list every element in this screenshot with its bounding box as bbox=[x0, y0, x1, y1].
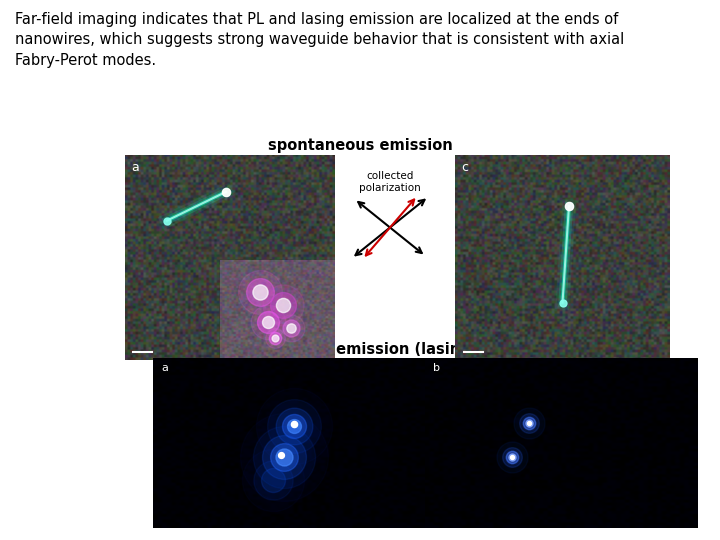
Point bbox=[563, 202, 575, 211]
Point bbox=[289, 422, 300, 430]
Text: stimulated emission (lasing): stimulated emission (lasing) bbox=[243, 342, 477, 357]
Point bbox=[267, 476, 279, 485]
Point bbox=[277, 301, 289, 309]
Point bbox=[269, 334, 281, 342]
Point bbox=[278, 453, 289, 461]
Point bbox=[289, 422, 300, 430]
Point bbox=[507, 453, 518, 461]
Point bbox=[286, 323, 297, 332]
Point bbox=[523, 418, 534, 427]
Point bbox=[507, 453, 518, 461]
Point bbox=[269, 334, 281, 342]
Point bbox=[523, 418, 534, 427]
Text: c: c bbox=[462, 161, 469, 174]
Point bbox=[267, 476, 279, 485]
Point bbox=[278, 453, 289, 461]
Point bbox=[507, 453, 518, 461]
Point bbox=[161, 217, 173, 225]
Point bbox=[507, 453, 518, 461]
Point bbox=[278, 453, 289, 461]
Text: a: a bbox=[161, 363, 168, 373]
Point bbox=[286, 323, 297, 332]
Point bbox=[277, 301, 289, 309]
Point bbox=[275, 450, 287, 459]
Point bbox=[523, 418, 534, 427]
Point bbox=[523, 418, 534, 427]
Point bbox=[267, 476, 279, 485]
Point bbox=[289, 422, 300, 430]
Point bbox=[263, 318, 274, 326]
Text: a: a bbox=[131, 161, 139, 174]
Text: collected
polarization: collected polarization bbox=[359, 171, 421, 193]
Point bbox=[254, 288, 266, 296]
Point bbox=[286, 323, 297, 332]
Text: spontaneous emission: spontaneous emission bbox=[268, 138, 452, 153]
Point bbox=[278, 453, 289, 461]
Text: b: b bbox=[433, 363, 440, 373]
Point bbox=[269, 334, 281, 342]
Point bbox=[278, 453, 289, 461]
Point bbox=[557, 298, 568, 307]
Point bbox=[277, 301, 289, 309]
Point bbox=[289, 422, 300, 430]
Point bbox=[254, 288, 266, 296]
Point bbox=[523, 418, 534, 427]
Point bbox=[254, 288, 266, 296]
Point bbox=[289, 420, 300, 429]
Point bbox=[289, 422, 300, 430]
Text: Far-field imaging indicates that PL and lasing emission are localized at the end: Far-field imaging indicates that PL and … bbox=[15, 12, 624, 68]
Point bbox=[220, 187, 232, 196]
Point bbox=[263, 318, 274, 326]
Point bbox=[263, 318, 274, 326]
Point bbox=[507, 453, 518, 461]
